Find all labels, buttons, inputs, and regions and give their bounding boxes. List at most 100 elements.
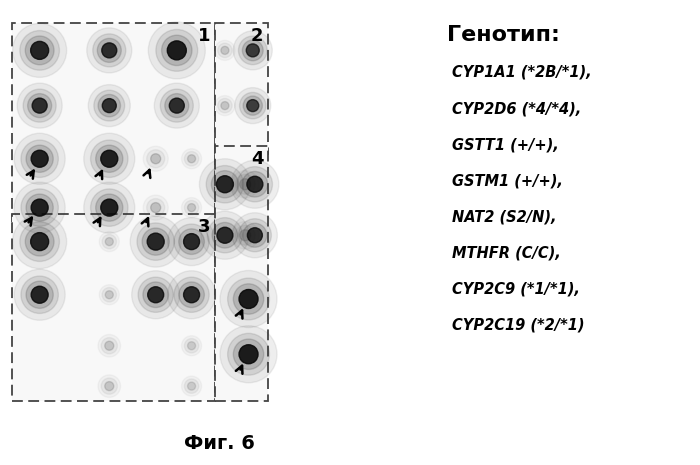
Text: 4: 4 — [251, 150, 263, 168]
Circle shape — [211, 171, 239, 198]
Circle shape — [13, 215, 66, 269]
Circle shape — [31, 232, 49, 251]
Text: NAT2 (S2/N),: NAT2 (S2/N), — [452, 209, 556, 224]
Circle shape — [235, 226, 255, 245]
Circle shape — [220, 326, 277, 383]
Circle shape — [174, 277, 209, 312]
Circle shape — [247, 176, 263, 192]
Text: 2: 2 — [251, 27, 263, 45]
Circle shape — [207, 218, 242, 253]
Circle shape — [243, 96, 262, 115]
Circle shape — [160, 89, 193, 122]
Circle shape — [242, 40, 263, 61]
Circle shape — [217, 227, 233, 243]
Circle shape — [233, 284, 264, 314]
Circle shape — [232, 171, 259, 198]
Circle shape — [105, 238, 113, 246]
Circle shape — [147, 199, 164, 217]
Circle shape — [221, 102, 229, 110]
Circle shape — [167, 41, 186, 60]
Text: GSTT1 (+/+),: GSTT1 (+/+), — [452, 137, 559, 152]
Text: CYP2C9 (*1/*1),: CYP2C9 (*1/*1), — [452, 281, 580, 296]
Circle shape — [218, 99, 232, 113]
Circle shape — [137, 223, 174, 260]
Circle shape — [239, 290, 258, 308]
Circle shape — [84, 182, 135, 233]
Circle shape — [174, 224, 209, 259]
Circle shape — [150, 203, 161, 213]
Circle shape — [31, 199, 48, 216]
Circle shape — [188, 204, 195, 212]
Circle shape — [13, 23, 66, 77]
Circle shape — [31, 41, 49, 60]
Circle shape — [28, 93, 52, 118]
Circle shape — [183, 233, 199, 250]
Circle shape — [98, 334, 120, 357]
Circle shape — [105, 382, 114, 391]
Circle shape — [215, 96, 235, 116]
Circle shape — [184, 152, 199, 166]
Circle shape — [239, 179, 251, 190]
Text: CYP2C19 (*2/*1): CYP2C19 (*2/*1) — [452, 317, 584, 332]
Circle shape — [183, 287, 199, 303]
Circle shape — [101, 199, 118, 216]
Circle shape — [162, 35, 192, 66]
Bar — [215, 146, 267, 401]
Circle shape — [242, 172, 267, 197]
Circle shape — [243, 223, 267, 247]
Circle shape — [232, 221, 259, 249]
Circle shape — [14, 269, 65, 320]
Circle shape — [97, 39, 121, 62]
Circle shape — [181, 336, 202, 356]
Circle shape — [239, 345, 258, 364]
Circle shape — [212, 222, 238, 248]
Circle shape — [26, 194, 53, 221]
Circle shape — [231, 160, 279, 208]
Circle shape — [25, 227, 54, 256]
Circle shape — [14, 133, 65, 184]
Circle shape — [14, 182, 65, 233]
Circle shape — [31, 150, 48, 167]
Circle shape — [232, 213, 277, 258]
Circle shape — [105, 341, 114, 350]
Circle shape — [102, 234, 116, 249]
Circle shape — [239, 36, 267, 65]
Circle shape — [239, 230, 251, 241]
Circle shape — [101, 150, 118, 167]
Circle shape — [178, 229, 204, 254]
Circle shape — [228, 278, 270, 320]
Text: Фиг. 6: Фиг. 6 — [183, 434, 254, 453]
Circle shape — [31, 286, 48, 303]
Circle shape — [247, 100, 259, 112]
Circle shape — [105, 291, 113, 299]
Circle shape — [102, 43, 117, 58]
Circle shape — [188, 155, 195, 163]
Circle shape — [144, 195, 168, 220]
Circle shape — [142, 228, 169, 255]
Circle shape — [181, 149, 202, 169]
Circle shape — [234, 87, 271, 124]
Circle shape — [239, 219, 272, 252]
Text: 3: 3 — [198, 218, 211, 236]
Circle shape — [90, 189, 128, 226]
Circle shape — [164, 93, 189, 118]
Circle shape — [102, 338, 118, 354]
Circle shape — [99, 285, 119, 305]
Text: 1: 1 — [198, 27, 211, 45]
Circle shape — [20, 31, 60, 70]
Circle shape — [20, 222, 60, 261]
Circle shape — [167, 271, 216, 319]
Text: CYP1A1 (*2B/*1),: CYP1A1 (*2B/*1), — [452, 65, 592, 80]
Circle shape — [181, 376, 202, 396]
Circle shape — [169, 98, 184, 113]
Circle shape — [150, 154, 161, 164]
Bar — [12, 214, 215, 401]
Circle shape — [188, 382, 195, 390]
Circle shape — [98, 94, 120, 117]
Circle shape — [147, 233, 164, 250]
Circle shape — [84, 133, 135, 184]
Bar — [12, 23, 215, 222]
Circle shape — [199, 159, 251, 210]
Text: CYP2D6 (*4/*4),: CYP2D6 (*4/*4), — [452, 101, 581, 116]
Circle shape — [17, 83, 62, 128]
